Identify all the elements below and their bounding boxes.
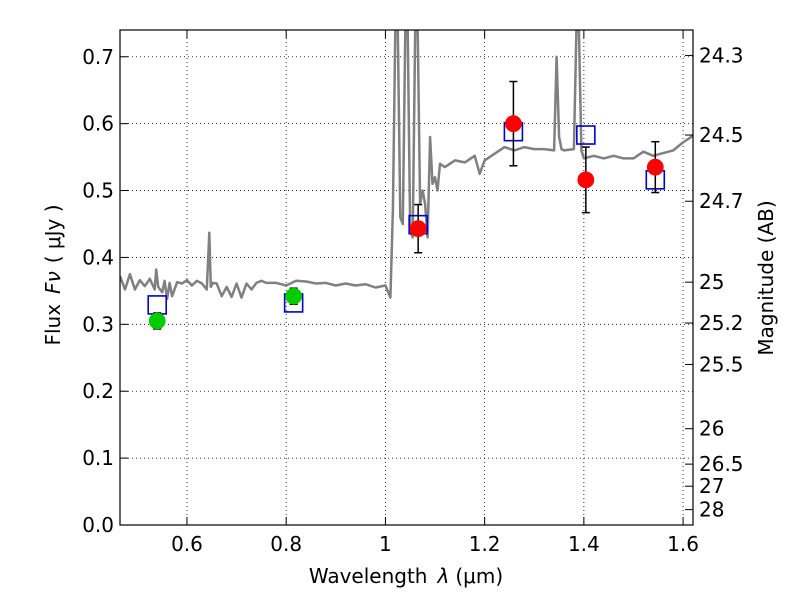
x-tick-label: 0.8 [270, 532, 302, 556]
y-tick-label: 0.0 [82, 513, 114, 537]
magnitude-tick-label: 25.5 [699, 352, 744, 376]
magnitude-tick-label: 26.5 [699, 452, 744, 476]
x-axis-label-unit: (μm) [455, 564, 503, 588]
magnitude-tick-label: 26 [699, 417, 724, 441]
plot-frame [119, 29, 694, 526]
x-axis-label-symbol: λ [437, 564, 450, 588]
plot-data [120, 30, 693, 330]
y-axis-label: Flux Fν ( μJy ) [41, 204, 65, 345]
spectrum-line [120, 30, 693, 301]
right-axis-label: Magnitude (AB) [754, 200, 778, 355]
data-point [646, 158, 664, 176]
magnitude-tick-label: 25.2 [699, 311, 744, 335]
x-tick-label: 1.4 [568, 532, 600, 556]
y-tick-label: 0.2 [82, 379, 114, 403]
data-point [577, 171, 595, 189]
y-tick-label: 0.5 [82, 179, 114, 203]
y-tick-label: 0.1 [82, 446, 114, 470]
y-tick-label: 0.4 [82, 245, 114, 269]
model-point-square [576, 125, 596, 145]
magnitude-tick-label: 25 [699, 270, 724, 294]
data-point [505, 115, 522, 133]
y-axis-label-unit: ( μJy ) [41, 204, 65, 263]
x-tick-label: 1.6 [667, 532, 699, 556]
axis-ticks: 0.6 0.8 1 1.2 1.4 1.6 0.0 0.1 0.2 0.3 0.4 0.5 0.6 0.7… [82, 30, 744, 556]
data-point [409, 220, 427, 238]
magnitude-tick-label: 24.7 [699, 189, 744, 213]
magnitude-tick-label: 24.3 [699, 43, 744, 67]
x-axis-label: Wavelength λ (μm) [309, 564, 503, 588]
x-tick-label: 1 [379, 532, 392, 556]
y-axis-label-symbol: Fν [41, 271, 65, 294]
magnitude-tick-label: 27 [699, 474, 724, 498]
y-axis-label-text: Flux [41, 304, 65, 346]
data-point [285, 287, 303, 305]
y-tick-label: 0.7 [82, 45, 114, 69]
magnitude-tick-label: 28 [699, 498, 724, 522]
y-tick-label: 0.3 [82, 312, 114, 336]
x-tick-label: 0.6 [171, 532, 203, 556]
magnitude-tick-label: 24.5 [699, 123, 744, 147]
grid [120, 30, 693, 526]
x-axis-label-text: Wavelength [309, 564, 428, 588]
y-tick-label: 0.6 [82, 112, 114, 136]
x-tick-label: 1.2 [469, 532, 501, 556]
data-point [148, 312, 166, 330]
